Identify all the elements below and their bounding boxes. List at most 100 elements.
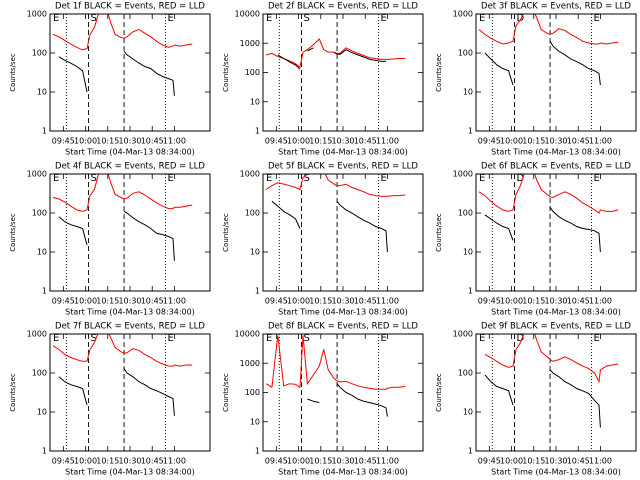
- marker-label: E: [479, 333, 485, 344]
- x-tick-label: 10:00: [287, 297, 310, 306]
- panel-title: Det 6f BLACK = Events, RED = LLD: [481, 162, 631, 172]
- y-tick-label: 1000: [27, 10, 47, 19]
- x-tick-label: 10:45: [354, 137, 377, 146]
- x-tick-label: 09:45: [52, 457, 75, 466]
- plot-frame: [475, 173, 637, 292]
- y-tick-label: 1: [468, 127, 473, 136]
- panel-title: Det 1f BLACK = Events, RED = LLD: [55, 2, 205, 12]
- panel-title: Det 5f BLACK = Events, RED = LLD: [268, 162, 418, 172]
- panel: Det 8f BLACK = Events, RED = LLD Start Ti…: [222, 322, 424, 477]
- series-line: [265, 174, 406, 197]
- y-tick-label: 1000: [240, 170, 260, 179]
- panel: Det 9f BLACK = Events, RED = LLD Start Ti…: [435, 322, 637, 477]
- y-tick-label: 10: [37, 88, 47, 97]
- x-axis-label: Start Time (04-Mar-13 08:34:00): [278, 308, 408, 317]
- panel-title: Det 2f BLACK = Events, RED = LLD: [268, 2, 418, 12]
- y-axis-label: Counts/sec: [9, 53, 17, 92]
- x-tick-label: 10:00: [74, 457, 97, 466]
- y-tick-label: 10000: [235, 330, 260, 339]
- x-tick-label: 10:30: [331, 297, 354, 306]
- marker-label: D: [517, 173, 525, 184]
- x-tick-label: 11:00: [163, 137, 186, 146]
- y-tick-label: 100: [32, 49, 47, 58]
- x-tick-label: 11:00: [376, 457, 399, 466]
- y-tick-label: 1: [468, 447, 473, 456]
- y-axis-label: Counts/sec: [435, 373, 443, 412]
- y-tick-label: 10: [463, 248, 473, 257]
- x-tick-label: 10:15: [96, 137, 119, 146]
- series-line: [478, 174, 619, 214]
- x-tick-label: 10:30: [331, 137, 354, 146]
- y-tick-label: 1: [42, 287, 47, 296]
- x-tick-label: 09:45: [478, 297, 501, 306]
- y-tick-label: 100: [458, 209, 473, 218]
- x-tick-label: 10:30: [118, 457, 141, 466]
- series-line: [484, 334, 619, 384]
- panel-title: Det 8f BLACK = Events, RED = LLD: [268, 322, 418, 332]
- x-tick-label: 10:00: [287, 137, 310, 146]
- panel: Det 4f BLACK = Events, RED = LLD Start Ti…: [9, 162, 211, 317]
- x-tick-label: 10:30: [118, 137, 141, 146]
- marker-label: E: [381, 13, 387, 24]
- y-tick-label: 100: [32, 369, 47, 378]
- marker-label: D: [517, 333, 525, 344]
- y-tick-label: 1: [255, 447, 260, 456]
- series-line: [307, 383, 388, 417]
- x-tick-label: 09:45: [265, 137, 288, 146]
- panel: Det 1f BLACK = Events, RED = LLD Start Ti…: [9, 2, 211, 157]
- y-tick-label: 10: [37, 408, 47, 417]
- y-tick-label: 100: [32, 209, 47, 218]
- x-tick-label: 10:30: [544, 137, 567, 146]
- x-tick-label: 10:15: [309, 457, 332, 466]
- marker-label: S: [91, 173, 97, 184]
- x-tick-label: 10:00: [74, 297, 97, 306]
- x-tick-label: 11:00: [376, 137, 399, 146]
- panel-title: Det 3f BLACK = Events, RED = LLD: [481, 2, 631, 12]
- x-tick-label: 10:00: [287, 457, 310, 466]
- marker-label: E: [53, 333, 59, 344]
- y-tick-label: 100: [458, 49, 473, 58]
- x-tick-label: 10:45: [141, 297, 164, 306]
- marker-label: E: [381, 173, 387, 184]
- x-tick-label: 09:45: [478, 137, 501, 146]
- x-axis-label: Start Time (04-Mar-13 08:34:00): [65, 468, 195, 477]
- y-tick-label: 1: [42, 127, 47, 136]
- marker-label: E: [266, 173, 272, 184]
- x-axis-label: Start Time (04-Mar-13 08:34:00): [65, 308, 195, 317]
- y-tick-label: 10000: [235, 10, 260, 19]
- y-tick-label: 10: [37, 248, 47, 257]
- y-axis-label: Counts/sec: [222, 53, 230, 92]
- series-line: [52, 334, 193, 367]
- marker-label: E: [479, 173, 485, 184]
- y-tick-label: 1: [42, 447, 47, 456]
- series-line: [484, 369, 601, 428]
- x-tick-label: 10:30: [544, 457, 567, 466]
- panel: Det 7f BLACK = Events, RED = LLD Start Ti…: [9, 322, 211, 477]
- x-tick-label: 10:15: [309, 137, 332, 146]
- y-tick-label: 1000: [27, 330, 47, 339]
- panel-title: Det 7f BLACK = Events, RED = LLD: [55, 322, 205, 332]
- plot-frame: [262, 13, 424, 132]
- y-tick-label: 1000: [27, 170, 47, 179]
- plot-frame: [49, 333, 211, 452]
- marker-label: E: [168, 13, 174, 24]
- y-tick-label: 10: [250, 97, 260, 106]
- marker-label: E: [168, 173, 174, 184]
- plot-frame: [262, 173, 424, 292]
- series-line: [58, 51, 175, 96]
- y-tick-label: 1000: [240, 39, 260, 48]
- y-tick-label: 100: [245, 68, 260, 77]
- x-tick-label: 11:00: [376, 297, 399, 306]
- y-tick-label: 100: [245, 388, 260, 397]
- x-axis-label: Start Time (04-Mar-13 08:34:00): [278, 148, 408, 157]
- x-tick-label: 10:45: [141, 457, 164, 466]
- y-tick-label: 100: [458, 369, 473, 378]
- panel: Det 6f BLACK = Events, RED = LLD Start Ti…: [435, 162, 637, 317]
- y-axis-label: Counts/sec: [9, 373, 17, 412]
- panel: Det 3f BLACK = Events, RED = LLD Start Ti…: [435, 2, 637, 157]
- x-axis-label: Start Time (04-Mar-13 08:34:00): [491, 308, 621, 317]
- x-tick-label: 11:00: [589, 457, 612, 466]
- series-line: [277, 47, 386, 70]
- x-tick-label: 09:45: [265, 457, 288, 466]
